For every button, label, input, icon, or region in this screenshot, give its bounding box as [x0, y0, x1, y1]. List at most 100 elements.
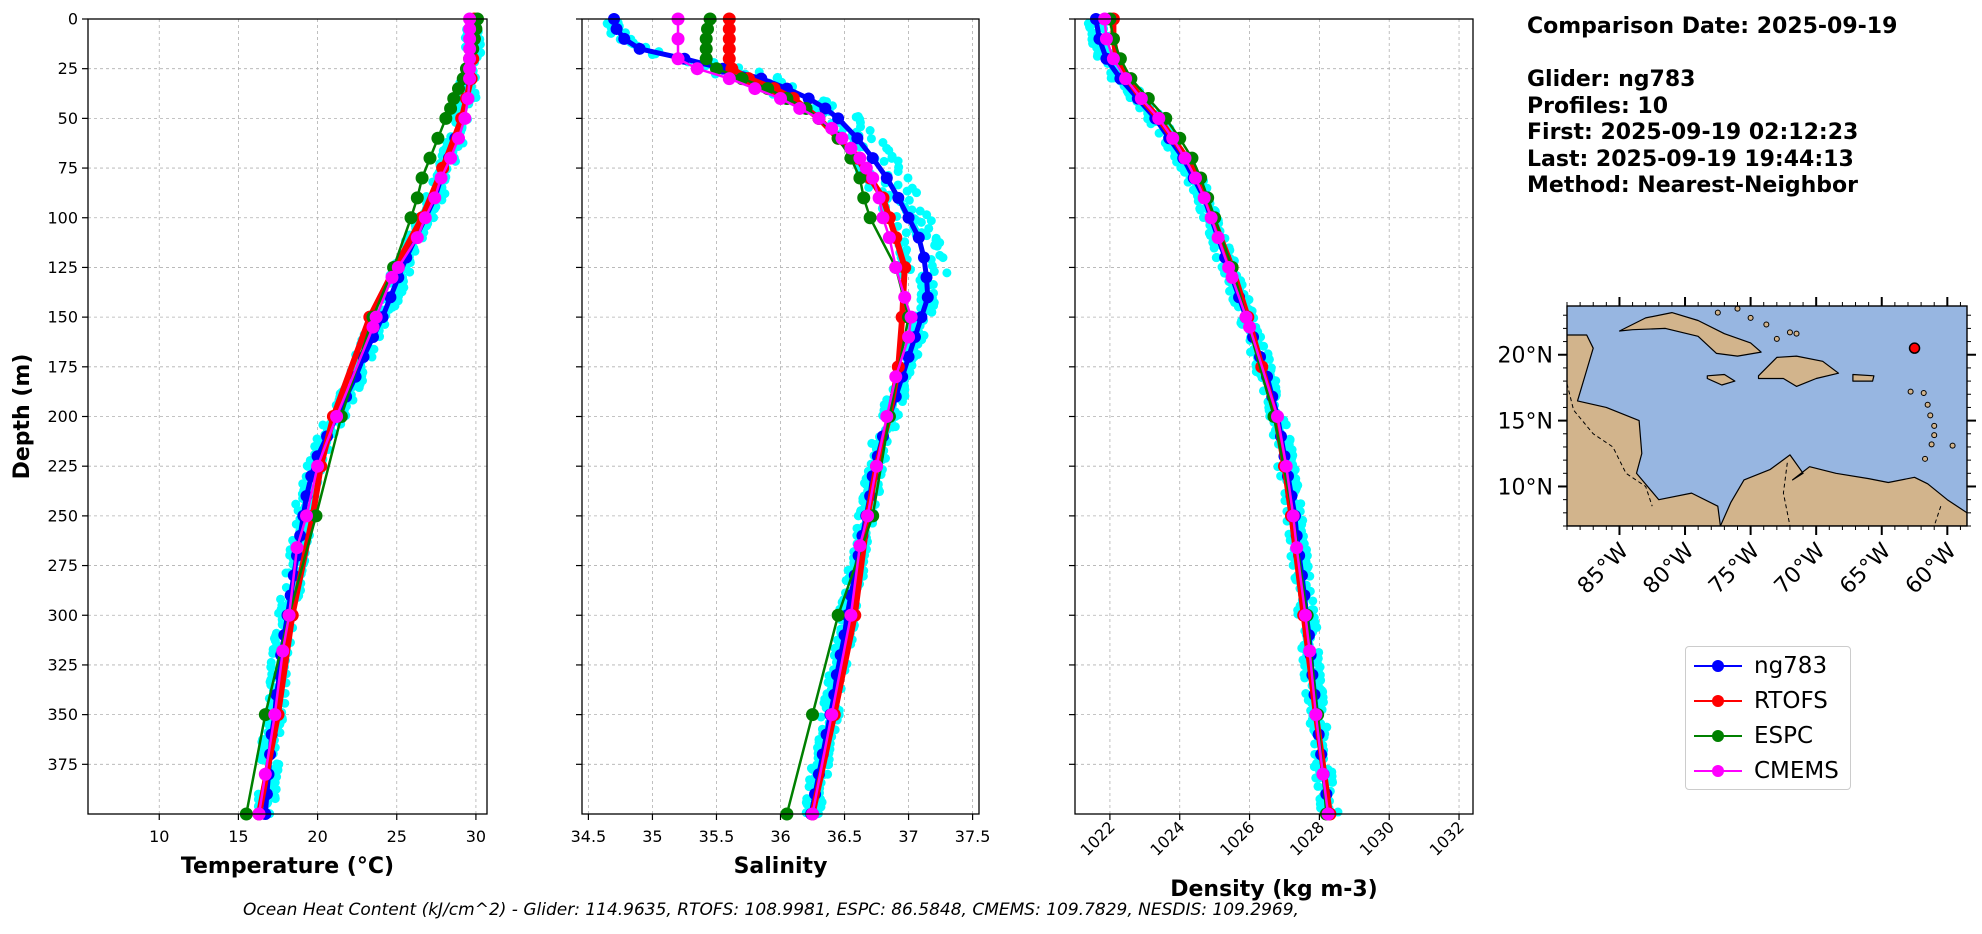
- glider-raw-point: [924, 223, 934, 233]
- y-tick-label: 25: [58, 59, 78, 78]
- series-point-espc: [831, 608, 845, 622]
- series-line-ng783: [611, 18, 931, 815]
- profiles-count-text: Profiles: 10: [1527, 93, 1669, 119]
- land-island: [1949, 442, 1956, 449]
- series-point-ng783: [921, 291, 934, 304]
- land-island: [1747, 314, 1754, 321]
- series-point-cmems: [463, 32, 477, 46]
- series-point-espc: [423, 151, 437, 165]
- land-jamaica: [1706, 373, 1736, 386]
- glider-raw-point: [1305, 718, 1315, 728]
- map-lon-label: 70°W: [1770, 538, 1831, 599]
- series-point-rtofs: [898, 260, 912, 274]
- series-point-ng783: [866, 152, 879, 165]
- land-island: [1786, 329, 1793, 336]
- series-point-ng783: [851, 132, 864, 145]
- series-point-cmems: [428, 191, 442, 205]
- series-point-cmems: [1099, 32, 1113, 46]
- map-lat-label: 15°N: [1498, 410, 1553, 435]
- series-point-ng783: [902, 350, 915, 363]
- series-point-espc: [444, 101, 458, 115]
- series-point-espc: [699, 32, 713, 46]
- series-point-cmems: [722, 72, 736, 86]
- glider-raw-point: [1092, 51, 1102, 61]
- glider-raw-point: [1225, 286, 1235, 296]
- glider-raw-point: [1211, 253, 1221, 263]
- series-point-espc: [709, 62, 723, 76]
- land-island: [1773, 335, 1780, 342]
- glider-raw-point: [291, 519, 301, 529]
- x-tick-label: 35.5: [699, 827, 735, 846]
- land-island: [1920, 389, 1927, 396]
- glider-raw-point: [902, 245, 912, 255]
- x-tick-label: 20: [307, 827, 327, 846]
- series-point-rtofs: [722, 32, 736, 46]
- land-cuba: [1618, 312, 1762, 357]
- series-point-cmems: [276, 644, 290, 658]
- series-point-cmems: [872, 191, 886, 205]
- comparison-info: Comparison Date: 2025-09-19 Glider: ng78…: [1527, 14, 1897, 200]
- series-point-espc: [863, 211, 877, 225]
- series-point-cmems: [880, 410, 894, 423]
- series-point-cmems: [793, 101, 807, 115]
- glider-raw-point: [926, 216, 936, 226]
- series-point-ng783: [819, 102, 832, 115]
- series-point-cmems: [1239, 310, 1253, 324]
- legend-swatch-espc: [1694, 730, 1742, 742]
- glider-raw-point: [268, 648, 278, 658]
- x-tick-label: 1028: [1286, 817, 1328, 859]
- series-point-cmems: [452, 131, 465, 145]
- glider-raw-point: [893, 410, 903, 420]
- glider-raw-point: [893, 180, 903, 190]
- land-island: [1927, 412, 1934, 419]
- location-map: 85°W 80°W 75°W 70°W 65°W 60°W 10°N 15°N 20°N: [1498, 297, 1976, 599]
- glider-raw-point: [866, 134, 876, 144]
- series-point-espc: [447, 92, 461, 105]
- series-point-cmems: [835, 131, 849, 145]
- series-point-cmems: [889, 370, 903, 384]
- series-point-cmems: [366, 320, 380, 334]
- glider-raw-point: [1281, 420, 1291, 430]
- series-point-cmems: [1309, 708, 1323, 722]
- first-profile-text: First: 2025-09-19 02:12:23: [1527, 120, 1859, 145]
- glider-raw-point: [907, 360, 917, 370]
- x-axis-label: Temperature (°C): [181, 854, 394, 879]
- glider-raw-point: [912, 188, 922, 198]
- series-point-cmems: [870, 459, 884, 473]
- x-tick-label: 1030: [1356, 817, 1398, 859]
- x-tick-label: 1022: [1077, 817, 1119, 859]
- series-point-espc: [699, 52, 713, 66]
- legend-item-ng783: ng783: [1694, 649, 1827, 683]
- chart-panel-2: 34.5 35 35.5 36 36.5 37 37.5 Salinity: [571, 12, 990, 879]
- x-tick-label: 10: [149, 827, 169, 846]
- series-point-rtofs: [722, 52, 736, 66]
- series-line-cmems: [1103, 18, 1330, 815]
- x-tick-label: 36: [770, 827, 790, 846]
- glider-raw-point: [902, 186, 912, 196]
- glider-raw-point: [302, 461, 312, 471]
- series-point-espc: [857, 191, 871, 205]
- glider-raw-point: [865, 125, 875, 135]
- series-point-cmems: [853, 151, 867, 165]
- y-tick-label: 200: [47, 407, 78, 426]
- land-island: [1734, 306, 1741, 312]
- series-point-cmems: [1286, 509, 1300, 523]
- y-axis-label: Depth (m): [10, 354, 35, 480]
- glider-raw-point: [1264, 354, 1274, 364]
- series-point-cmems: [461, 92, 475, 105]
- series-point-cmems: [859, 161, 873, 175]
- map-lon-label: 65°W: [1835, 538, 1896, 599]
- legend-swatch-ng783: [1694, 660, 1742, 672]
- series-point-cmems: [1303, 644, 1317, 658]
- series-point-cmems: [671, 32, 685, 46]
- series-point-ng783: [912, 231, 925, 244]
- series-point-cmems: [1188, 171, 1202, 185]
- glider-raw-point: [1209, 243, 1219, 253]
- series-point-cmems: [861, 509, 875, 523]
- series-point-cmems: [1270, 410, 1284, 423]
- series-point-rtofs: [725, 62, 739, 76]
- map-lon-label: 85°W: [1573, 538, 1634, 599]
- glider-raw-point: [1327, 776, 1337, 786]
- legend-label-ng783: ng783: [1754, 653, 1828, 679]
